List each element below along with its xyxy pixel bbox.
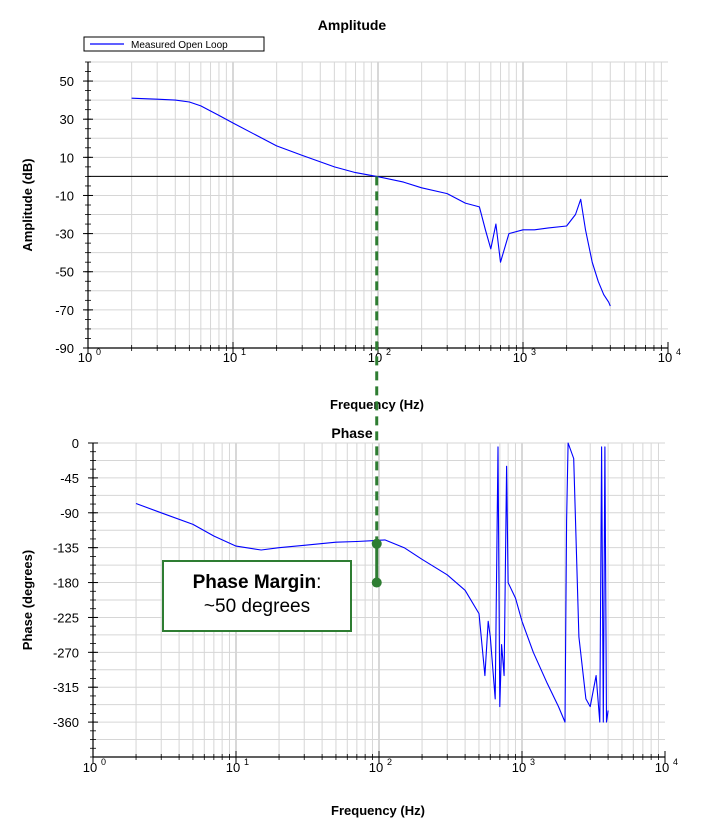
x-tick-label: 10 xyxy=(83,760,97,775)
y-tick-label: -30 xyxy=(55,227,74,242)
x-tick-label: 10 xyxy=(78,350,92,365)
y-tick-label: 10 xyxy=(60,150,74,165)
x-tick-label: 10 xyxy=(223,350,237,365)
y-tick-label: -90 xyxy=(55,341,74,356)
legend-box xyxy=(83,36,265,52)
x-tick-label: 10 xyxy=(368,350,382,365)
y-tick-label: 50 xyxy=(60,74,74,89)
phase-at-crossover-point xyxy=(371,538,382,549)
x-tick-exponent: 4 xyxy=(673,757,678,767)
phase-plot: 0 -45 -90 -135 -180 -225 -270 -315 -360 10 0 10 1 10 2… xyxy=(53,436,678,775)
y-tick-label: -50 xyxy=(55,265,74,280)
x-tick-label: 10 xyxy=(655,760,669,775)
y-tick-label: -135 xyxy=(53,541,79,556)
x-tick-label: 10 xyxy=(658,350,672,365)
x-tick-label: 10 xyxy=(513,350,527,365)
x-tick-exponent: 4 xyxy=(676,347,681,357)
amplitude-plot: 50 30 10 -10 -30 -50 -70 -90 10 0 10 1 10 2 10 3 10 4 xyxy=(55,61,681,365)
y-tick-label: -360 xyxy=(53,715,79,730)
y-tick-label: -270 xyxy=(53,645,79,660)
phase-margin-title: Phase Margin xyxy=(192,572,317,593)
series-line xyxy=(131,97,611,307)
legend-label: Measured Open Loop xyxy=(131,40,228,51)
y-tick-label: -180 xyxy=(53,576,79,591)
x-tick-exponent: 3 xyxy=(530,757,535,767)
phase-margin-annotation: Phase Margin: ~50 degrees xyxy=(162,560,352,632)
y-tick-label: -90 xyxy=(60,506,79,521)
y-tick-label: -225 xyxy=(53,610,79,625)
x-tick-exponent: 2 xyxy=(386,347,391,357)
amplitude-legend: Measured Open Loop xyxy=(83,36,265,52)
y-tick-label: -45 xyxy=(60,471,79,486)
y-tick-label: -70 xyxy=(55,303,74,318)
amplitude-ylabel: Amplitude (dB) xyxy=(20,158,35,251)
y-tick-label: 0 xyxy=(72,436,79,451)
y-tick-label: 30 xyxy=(60,112,74,127)
x-tick-exponent: 0 xyxy=(96,347,101,357)
x-tick-exponent: 2 xyxy=(387,757,392,767)
y-tick-label: -10 xyxy=(55,188,74,203)
phase-margin-marker xyxy=(371,176,382,588)
x-tick-exponent: 3 xyxy=(531,347,536,357)
x-tick-label: 10 xyxy=(512,760,526,775)
phase-margin-value: ~50 degrees xyxy=(203,596,311,617)
phase-xlabel: Frequency (Hz) xyxy=(331,803,425,818)
x-tick-label: 10 xyxy=(369,760,383,775)
x-tick-exponent: 1 xyxy=(241,347,246,357)
series-line xyxy=(135,442,609,723)
phase-ylabel: Phase (degrees) xyxy=(20,550,35,650)
x-tick-label: 10 xyxy=(226,760,240,775)
phase-margin-colon: : xyxy=(316,572,322,593)
y-tick-label: -315 xyxy=(53,680,79,695)
x-tick-exponent: 1 xyxy=(244,757,249,767)
reference-phase-point xyxy=(371,577,382,588)
phase-title: Phase xyxy=(331,425,372,441)
amplitude-title: Amplitude xyxy=(318,17,387,33)
x-tick-exponent: 0 xyxy=(101,757,106,767)
